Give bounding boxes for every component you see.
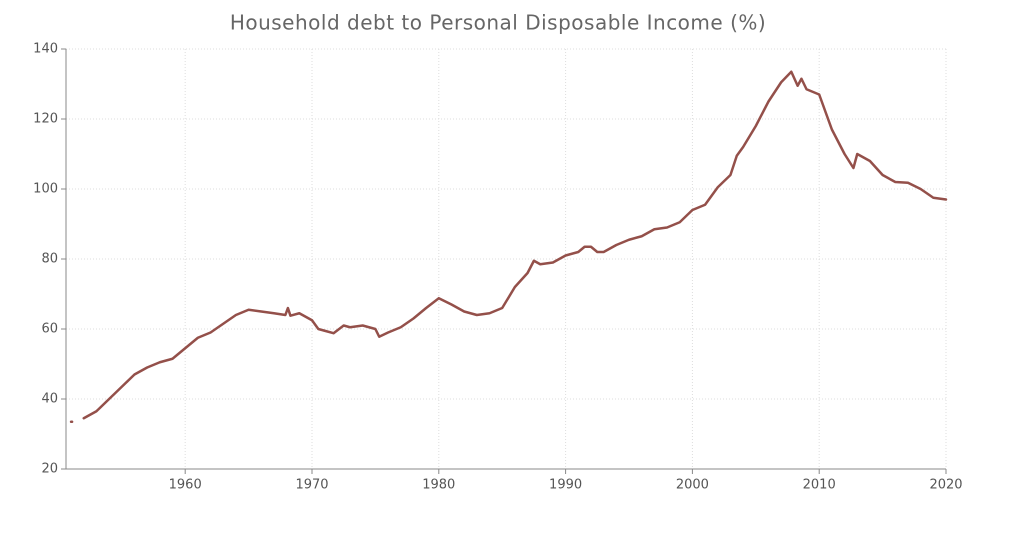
x-tick-label: 2020 — [929, 478, 962, 493]
y-tick-label: 20 — [41, 462, 58, 477]
y-tick-label: 60 — [41, 322, 58, 337]
y-tick-label: 120 — [33, 112, 58, 127]
x-tick-label: 1970 — [295, 478, 328, 493]
x-tick-label: 1960 — [169, 478, 202, 493]
line — [69, 70, 948, 423]
chart-title: Household debt to Personal Disposable In… — [230, 11, 766, 35]
y-tick-label: 100 — [33, 182, 58, 197]
x-tick-label: 2000 — [676, 478, 709, 493]
x-tick-label: 1990 — [549, 478, 582, 493]
x-tick-label: 1980 — [422, 478, 455, 493]
y-tick-label: 140 — [33, 42, 58, 57]
y-tick-label: 80 — [41, 252, 58, 267]
x-tick-label: 2010 — [803, 478, 836, 493]
y-tick-label: 40 — [41, 392, 58, 407]
